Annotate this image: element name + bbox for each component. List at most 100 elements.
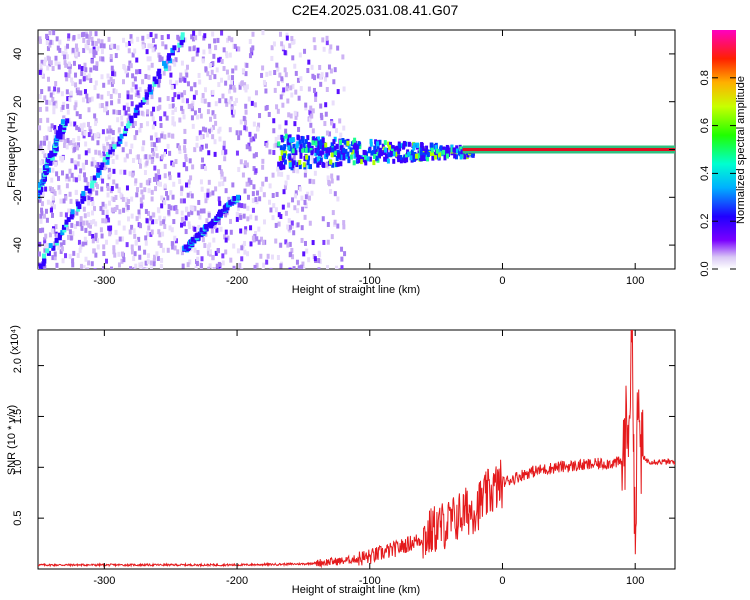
- heatmap-cell: [321, 144, 325, 150]
- heatmap-cell: [99, 206, 103, 212]
- heatmap-cell: [261, 240, 265, 246]
- heatmap-cell: [204, 66, 208, 72]
- heatmap-cell: [279, 165, 283, 171]
- streak-cell: [157, 73, 162, 79]
- heatmap-cell: [121, 147, 125, 153]
- heatmap-cell: [173, 245, 177, 251]
- heatmap-cell: [38, 106, 42, 112]
- heatmap-cell: [340, 246, 344, 252]
- heatmap-cell: [108, 200, 112, 206]
- heatmap-cell: [385, 153, 389, 159]
- heatmap-cell: [147, 188, 151, 194]
- heatmap-cell: [110, 185, 114, 191]
- heatmap-cell: [74, 189, 78, 195]
- heatmap-cell: [292, 154, 296, 160]
- heatmap-cell: [243, 249, 247, 255]
- heatmap-cell: [125, 197, 129, 203]
- heatmap-cell: [47, 126, 51, 132]
- heatmap-cell: [79, 90, 83, 96]
- heatmap-cell: [133, 120, 137, 126]
- heatmap-cell: [412, 156, 416, 162]
- heatmap-cell: [299, 153, 303, 159]
- streak-cell: [228, 200, 233, 206]
- heatmap-cell: [121, 79, 125, 85]
- heatmap-cell: [45, 217, 49, 223]
- heatmap-cell: [141, 267, 145, 269]
- heatmap-cell: [117, 93, 121, 99]
- streak-cell: [76, 206, 81, 212]
- heatmap-cell: [251, 207, 255, 213]
- heatmap-cell: [148, 154, 152, 160]
- heatmap-cell: [93, 85, 97, 91]
- heatmap-cell: [338, 118, 342, 124]
- heatmap-cell: [156, 106, 160, 112]
- heatmap-cell: [135, 187, 139, 193]
- heatmap-cell: [63, 138, 67, 144]
- heatmap-cell: [127, 40, 131, 46]
- heatmap-cell: [256, 190, 260, 196]
- heatmap-cell: [288, 134, 292, 140]
- heatmap-cell: [342, 143, 346, 149]
- heatmap-cell: [210, 228, 214, 234]
- heatmap-cell: [443, 155, 447, 161]
- heatmap-cell: [71, 143, 75, 149]
- heatmap-cell: [180, 210, 184, 216]
- carrier-line: [462, 148, 675, 151]
- heatmap-cell: [296, 135, 300, 141]
- heatmap-cell: [453, 153, 457, 159]
- heatmap-cell: [55, 36, 59, 42]
- heatmap-cell: [116, 117, 120, 123]
- heatmap-cell: [243, 240, 247, 246]
- heatmap-cell: [333, 145, 337, 151]
- heatmap-cell: [218, 165, 222, 171]
- heatmap-cell: [299, 149, 303, 155]
- heatmap-cell: [175, 46, 179, 52]
- streak-cell: [80, 193, 85, 199]
- heatmap-cell: [93, 160, 97, 166]
- heatmap-cell: [134, 263, 138, 269]
- heatmap-cell: [325, 152, 329, 158]
- heatmap-cell: [95, 65, 99, 71]
- streak-cell: [70, 209, 75, 215]
- heatmap-cell: [193, 82, 197, 88]
- heatmap-cell: [171, 244, 175, 250]
- heatmap-cell: [46, 46, 50, 52]
- heatmap-cell: [304, 202, 308, 208]
- heatmap-cell: [218, 56, 222, 62]
- heatmap-cell: [172, 219, 176, 225]
- heatmap-cell: [107, 134, 111, 140]
- heatmap-cell: [277, 161, 281, 167]
- heatmap-cell: [213, 74, 217, 80]
- heatmap-cell: [355, 145, 359, 151]
- heatmap-cell: [144, 73, 148, 79]
- heatmap-cell: [207, 179, 211, 185]
- heatmap-cell: [229, 229, 233, 235]
- heatmap-cell: [146, 231, 150, 237]
- heatmap-cell: [330, 178, 334, 184]
- heatmap-cell: [123, 169, 127, 175]
- heatmap-cell: [146, 210, 150, 216]
- heatmap-cell: [193, 206, 197, 212]
- heatmap-cell: [276, 166, 280, 172]
- heatmap-cell: [112, 249, 116, 255]
- heatmap-cell: [153, 176, 157, 182]
- heatmap-cell: [207, 128, 211, 134]
- heatmap-cell: [111, 79, 115, 85]
- heatmap-cell: [460, 149, 464, 155]
- heatmap-cell: [214, 120, 218, 126]
- heatmap-cell: [151, 47, 155, 53]
- heatmap-cell: [38, 241, 42, 247]
- heatmap-cell: [114, 229, 118, 235]
- heatmap-cell: [122, 63, 126, 69]
- heatmap-cell: [186, 81, 190, 87]
- heatmap-cell: [254, 152, 258, 158]
- heatmap-cell: [120, 236, 124, 242]
- heatmap-cell: [416, 142, 420, 148]
- heatmap-cell: [426, 151, 430, 157]
- heatmap-cell: [40, 72, 44, 78]
- heatmap-cell: [222, 145, 226, 151]
- heatmap-cell: [47, 141, 51, 147]
- heatmap-cell: [459, 154, 463, 160]
- heatmap-cell: [185, 98, 189, 104]
- heatmap-cell: [52, 30, 56, 36]
